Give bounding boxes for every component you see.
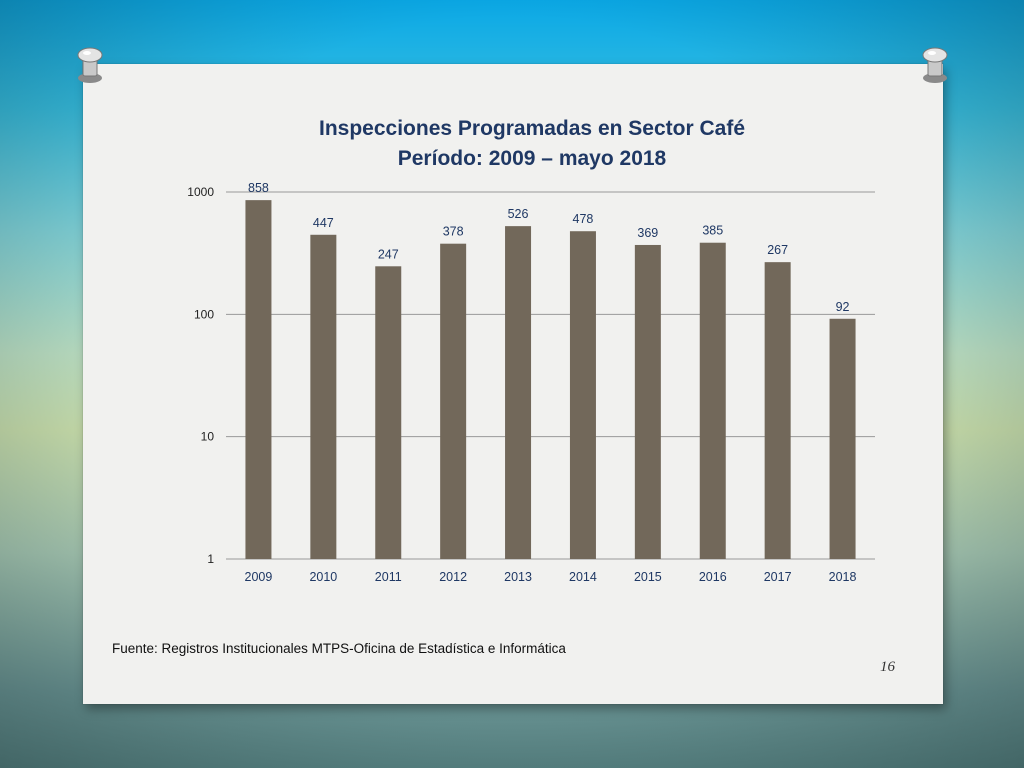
x-tick-label: 2018 <box>829 570 857 584</box>
x-tick-label: 2012 <box>439 570 467 584</box>
bar-2010 <box>310 234 337 559</box>
bar-2012 <box>440 243 467 560</box>
data-label: 478 <box>573 212 594 226</box>
x-tick-label: 2013 <box>504 570 532 584</box>
x-tick-label: 2016 <box>699 570 727 584</box>
data-label: 267 <box>767 243 788 257</box>
data-label: 92 <box>836 300 850 314</box>
pushpin-right-icon <box>922 47 948 83</box>
chart-title: Inspecciones Programadas en Sector Café … <box>0 114 1024 174</box>
x-tick-label: 2014 <box>569 570 597 584</box>
bar-2015 <box>634 244 661 559</box>
x-tick-label: 2015 <box>634 570 662 584</box>
y-tick-label: 1 <box>207 552 214 566</box>
x-tick-label: 2017 <box>764 570 792 584</box>
x-tick-label: 2009 <box>245 570 273 584</box>
bar-2017 <box>764 262 791 559</box>
data-label: 526 <box>508 207 529 221</box>
data-label: 385 <box>702 224 723 238</box>
data-label: 378 <box>443 225 464 239</box>
bar-2011 <box>375 266 402 559</box>
data-label: 858 <box>248 181 269 195</box>
y-tick-label: 100 <box>194 307 214 321</box>
x-tick-label: 2011 <box>375 570 402 584</box>
bar-2016 <box>699 242 726 559</box>
pushpin-left-icon <box>77 47 103 83</box>
bar-2018 <box>829 318 856 559</box>
data-label: 247 <box>378 247 399 261</box>
chart-title-line2: Período: 2009 – mayo 2018 <box>397 147 667 170</box>
data-label: 447 <box>313 216 334 230</box>
data-label: 369 <box>637 226 658 240</box>
chart-title-line1: Inspecciones Programadas en Sector Café <box>319 117 745 140</box>
bar-2014 <box>569 231 596 559</box>
label-layer: 1 10 100 1000 858 2009 447 2010 247 2011 378 2012 52… <box>187 181 856 584</box>
x-tick-label: 2010 <box>309 570 337 584</box>
bar-2013 <box>505 226 532 559</box>
bar-2009 <box>245 200 272 559</box>
y-tick-label: 1000 <box>187 185 214 199</box>
y-tick-label: 10 <box>201 430 215 444</box>
page-number: 16 <box>880 659 895 675</box>
source-note: Fuente: Registros Institucionales MTPS-O… <box>112 641 566 656</box>
bar-layer <box>245 200 856 560</box>
